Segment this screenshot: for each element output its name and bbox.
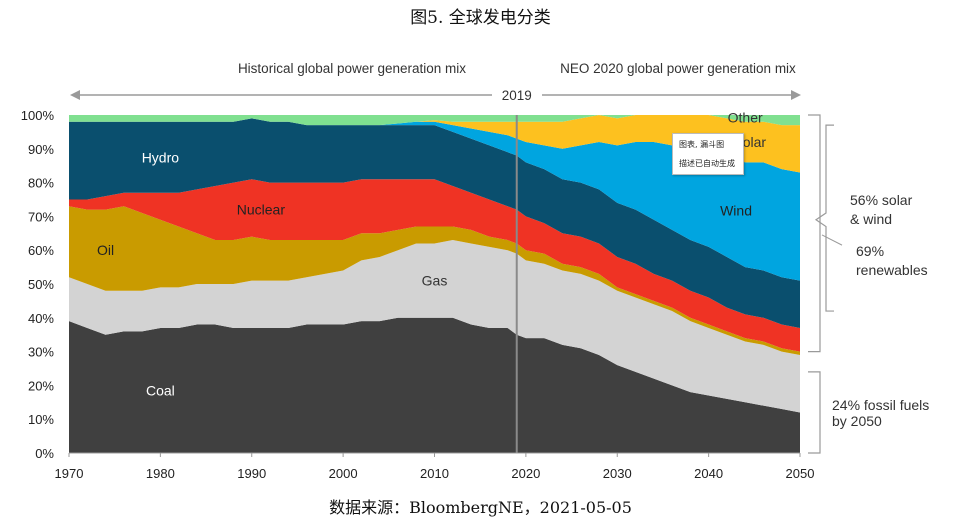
y-tick-label: 0% — [35, 446, 54, 461]
x-tick-label: 2030 — [603, 466, 632, 481]
y-tick-label: 20% — [28, 378, 54, 393]
tooltip-line-1: 图表, 漏斗图 — [679, 140, 725, 149]
area-solar — [69, 115, 800, 173]
annotation-line: 24% fossil fuels — [832, 397, 929, 413]
bracket-fossil — [808, 371, 821, 454]
annotation-line: renewables — [856, 262, 928, 278]
area-other — [69, 115, 800, 126]
alt-text-tooltip: 图表, 漏斗图 描述已自动生成 — [672, 133, 744, 175]
header-forecast: NEO 2020 global power generation mix — [560, 61, 796, 76]
series-label-hydro: Hydro — [142, 149, 180, 165]
connector-renewables — [821, 234, 843, 246]
x-tick-label: 2020 — [511, 466, 540, 481]
y-tick-label: 100% — [21, 108, 55, 123]
annotation-line: by 2050 — [832, 413, 882, 429]
annotation-line: 69% — [856, 243, 884, 259]
annotation-line: & wind — [850, 211, 892, 227]
x-tick-label: 2050 — [786, 466, 815, 481]
y-tick-label: 90% — [28, 142, 54, 157]
annotation-line: 56% solar — [850, 192, 913, 208]
area-hydro — [69, 118, 800, 328]
tooltip-line-2: 描述已自动生成 — [679, 159, 735, 168]
arrow-head-right — [791, 90, 801, 100]
y-tick-label: 30% — [28, 345, 54, 360]
y-tick-label: 60% — [28, 243, 54, 258]
y-tick-label: 40% — [28, 311, 54, 326]
series-label-nuclear: Nuclear — [237, 202, 286, 218]
axes-layer: 0% 10% 20% 30% 40% 50% 60% 70% 80% 90% 100% 1970 198… — [21, 61, 815, 481]
area-coal — [69, 317, 800, 453]
series-label-other: Other — [728, 109, 763, 125]
header-historical: Historical global power generation mix — [238, 61, 466, 76]
area-gas — [69, 240, 800, 413]
area-wind — [69, 118, 800, 281]
series-label-oil: Oil — [97, 242, 114, 258]
series-label-gas: Gas — [422, 273, 448, 289]
series-label-wind: Wind — [720, 202, 752, 218]
x-tick-label: 2010 — [420, 466, 449, 481]
chart-source: 数据来源：BloombergNE，2021-05-05 — [329, 498, 632, 517]
divider-year-label: 2019 — [502, 88, 532, 103]
series-label-coal: Coal — [146, 382, 175, 398]
area-nuclear — [69, 179, 800, 352]
x-tick-label: 1980 — [146, 466, 175, 481]
y-tick-label: 50% — [28, 277, 54, 292]
x-tick-label: 2040 — [694, 466, 723, 481]
arrow-head-left — [70, 90, 80, 100]
y-tick-label: 80% — [28, 176, 54, 191]
y-tick-label: 10% — [28, 412, 54, 427]
x-tick-label: 2000 — [329, 466, 358, 481]
x-tick-label: 1970 — [55, 466, 84, 481]
area-oil — [69, 206, 800, 355]
chart-title: 图5. 全球发电分类 — [410, 8, 551, 28]
area-layer — [69, 115, 800, 453]
y-tick-label: 70% — [28, 209, 54, 224]
bracket-solar-wind — [814, 124, 834, 312]
x-tick-label: 1990 — [237, 466, 266, 481]
bracket-renewables — [808, 114, 821, 353]
annotation-layer: 56% solar & wind 69% renewables 24% fossil f… — [808, 114, 929, 454]
